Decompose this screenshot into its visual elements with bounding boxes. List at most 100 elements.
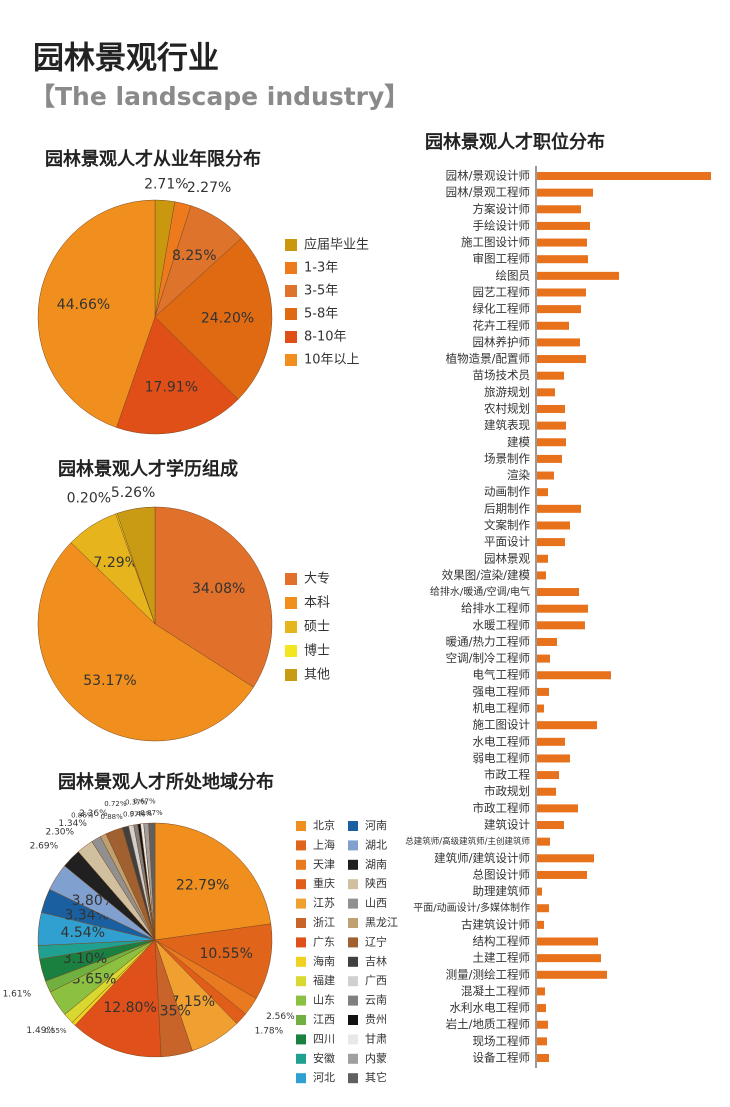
slice-label: 8.25% xyxy=(172,248,216,264)
legend-label: 陕西 xyxy=(365,876,387,890)
legend-swatch xyxy=(348,995,358,1006)
y-tick-label: 助理建筑师 xyxy=(473,884,531,898)
bar xyxy=(537,854,594,863)
slice-label: 2.71% xyxy=(144,176,188,192)
y-tick-label: 总建筑师/高级建筑师/主创建筑师 xyxy=(405,836,530,847)
bar xyxy=(537,371,564,380)
pie-slice xyxy=(154,237,273,400)
bar xyxy=(537,355,586,364)
slice-label: 4.54% xyxy=(61,925,105,941)
y-tick-label: 施工图设计师 xyxy=(461,235,530,249)
legend-swatch xyxy=(296,1053,306,1064)
bar xyxy=(537,338,580,347)
slice-label: 2.69% xyxy=(30,841,59,851)
y-tick-label: 现场工程师 xyxy=(473,1034,531,1048)
y-tick-label: 园林景观 xyxy=(484,551,530,565)
y-tick-label: 市政规划 xyxy=(484,784,530,798)
bar xyxy=(537,904,549,913)
legend-label: 1-3年 xyxy=(304,261,338,276)
legend-swatch xyxy=(348,937,358,948)
legend-label: 大专 xyxy=(304,572,330,587)
slice-label: 34.08% xyxy=(192,581,245,597)
legend-label: 内蒙 xyxy=(365,1051,387,1065)
legend-swatch xyxy=(348,859,358,870)
bar xyxy=(537,804,578,813)
y-tick-label: 效果图/渲染/建模 xyxy=(442,568,531,582)
legend-label: 天津 xyxy=(313,858,335,871)
slice-label: 22.79% xyxy=(176,877,229,893)
bar xyxy=(537,987,545,996)
legend-swatch xyxy=(296,898,306,909)
y-tick-label: 园林养护师 xyxy=(473,335,531,349)
slice-label: 7.15% xyxy=(171,994,215,1010)
bar xyxy=(537,538,565,547)
legend-label: 河北 xyxy=(313,1071,335,1084)
y-tick-label: 建筑设计 xyxy=(484,818,530,832)
slice-label: 2.36% xyxy=(79,809,108,819)
slice-label: 0.57% xyxy=(123,811,146,819)
legend-swatch xyxy=(348,1034,358,1045)
legend-swatch xyxy=(285,239,297,251)
bar xyxy=(537,288,586,297)
bar xyxy=(537,471,554,480)
legend-label: 山西 xyxy=(365,897,387,910)
legend-swatch xyxy=(296,1015,306,1025)
y-tick-label: 市政工程 xyxy=(484,768,530,782)
legend-swatch xyxy=(296,995,306,1006)
y-tick-label: 文案制作 xyxy=(484,518,530,532)
legend-swatch xyxy=(285,597,297,609)
legend-swatch xyxy=(285,645,297,657)
chart-title: 园林景观人才从业年限分布 xyxy=(45,148,261,170)
bar xyxy=(537,172,711,180)
legend-label: 黑龙江 xyxy=(365,916,398,929)
legend-swatch xyxy=(296,840,306,851)
legend-swatch xyxy=(285,669,297,681)
pie-slice xyxy=(37,542,254,742)
y-tick-label: 绿化工程师 xyxy=(473,302,531,316)
bar xyxy=(537,205,581,214)
slice-label: 0.88% xyxy=(101,813,124,821)
pie-slice xyxy=(154,822,272,941)
bar xyxy=(537,654,550,663)
pie-slice xyxy=(74,939,162,1058)
y-tick-label: 电气工程师 xyxy=(473,668,531,682)
y-tick-label: 植物造景/配置师 xyxy=(446,352,530,366)
pie-slice xyxy=(154,923,273,999)
y-tick-label: 审图工程师 xyxy=(473,252,531,266)
bar xyxy=(537,404,565,413)
legend-swatch xyxy=(348,1053,358,1064)
bar xyxy=(537,604,588,613)
bar xyxy=(537,1020,548,1029)
y-tick-label: 花卉工程师 xyxy=(473,318,531,332)
y-tick-label: 旅游规划 xyxy=(484,385,530,399)
legend-label: 上海 xyxy=(313,837,335,851)
legend-label: 湖南 xyxy=(365,858,387,871)
legend-swatch xyxy=(348,879,358,890)
legend-label: 山东 xyxy=(313,994,335,1007)
bar xyxy=(537,671,611,680)
bar xyxy=(537,488,548,497)
bar xyxy=(537,887,542,896)
legend-label: 湖北 xyxy=(365,838,387,851)
y-tick-label: 总图设计师 xyxy=(473,867,531,881)
legend-swatch xyxy=(296,859,306,870)
legend-label: 硕士 xyxy=(304,620,330,635)
bar xyxy=(537,588,579,597)
slice-label: 0.86% xyxy=(71,811,94,819)
bar xyxy=(537,937,598,946)
legend-swatch xyxy=(285,331,297,343)
y-tick-label: 农村规划 xyxy=(484,401,530,415)
legend-label: 海南 xyxy=(313,954,335,968)
bar xyxy=(537,521,570,530)
y-tick-label: 给排水工程师 xyxy=(461,601,530,615)
slice-label: 2.27% xyxy=(187,180,231,196)
y-tick-label: 手绘设计师 xyxy=(473,218,531,232)
legend-swatch xyxy=(348,821,358,831)
bar xyxy=(537,454,562,463)
y-tick-label: 园林/景观设计师 xyxy=(446,169,530,183)
bar xyxy=(537,1054,549,1062)
legend-swatch xyxy=(296,879,306,890)
bar xyxy=(537,920,544,929)
y-tick-label: 苗场技术员 xyxy=(473,368,531,382)
bar xyxy=(537,571,546,580)
